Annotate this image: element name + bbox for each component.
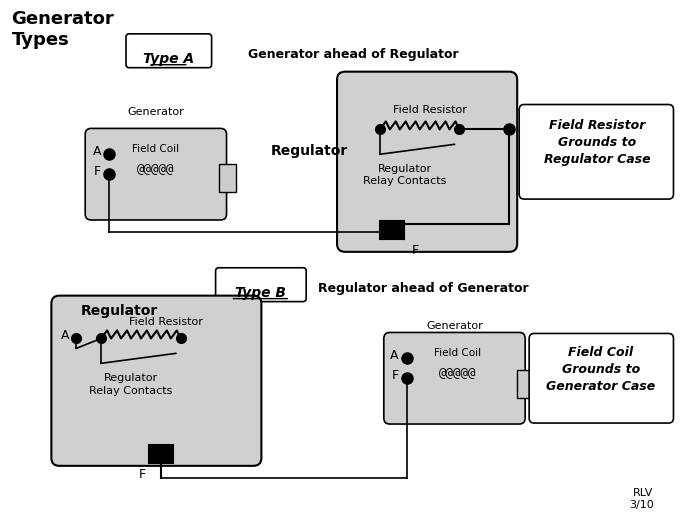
FancyBboxPatch shape	[519, 105, 674, 199]
Text: A: A	[61, 329, 69, 342]
Text: Generator: Generator	[127, 106, 184, 117]
Text: Regulator
Relay Contacts: Regulator Relay Contacts	[89, 373, 173, 396]
FancyBboxPatch shape	[52, 296, 261, 466]
Text: RLV
3/10: RLV 3/10	[629, 488, 654, 510]
Text: Type A: Type A	[143, 52, 195, 66]
FancyBboxPatch shape	[337, 72, 517, 252]
Text: Field Coil: Field Coil	[434, 348, 481, 359]
Text: Type B: Type B	[235, 286, 286, 300]
Text: Generator ahead of Regulator: Generator ahead of Regulator	[248, 48, 459, 61]
Bar	[380, 221, 404, 239]
Text: @@@@@: @@@@@	[439, 367, 476, 380]
Bar	[149, 445, 173, 463]
Text: Generator: Generator	[426, 320, 483, 331]
Text: F: F	[139, 468, 146, 481]
FancyBboxPatch shape	[384, 332, 525, 424]
Text: Field Resistor: Field Resistor	[393, 105, 466, 115]
FancyBboxPatch shape	[215, 268, 306, 302]
Text: Generator
Types: Generator Types	[12, 10, 114, 49]
Text: F: F	[411, 244, 419, 257]
Text: Regulator ahead of Generator: Regulator ahead of Generator	[318, 282, 529, 295]
Text: Field Coil
Grounds to
Generator Case: Field Coil Grounds to Generator Case	[546, 346, 656, 393]
Text: Regulator: Regulator	[81, 303, 158, 317]
FancyBboxPatch shape	[85, 128, 226, 220]
Text: Field Coil: Field Coil	[132, 144, 180, 154]
Bar	[219, 164, 237, 192]
Text: @@@@@: @@@@@	[137, 163, 175, 176]
Text: Field Resistor
Grounds to
Regulator Case: Field Resistor Grounds to Regulator Case	[544, 119, 650, 167]
Text: A: A	[390, 349, 399, 362]
FancyBboxPatch shape	[126, 34, 212, 68]
Text: Regulator: Regulator	[270, 144, 347, 158]
Text: Regulator
Relay Contacts: Regulator Relay Contacts	[363, 164, 447, 186]
Text: F: F	[94, 165, 101, 178]
Bar	[517, 370, 535, 398]
FancyBboxPatch shape	[529, 333, 674, 423]
Text: F: F	[391, 369, 399, 382]
Text: Field Resistor: Field Resistor	[129, 316, 203, 327]
Text: A: A	[93, 145, 101, 158]
